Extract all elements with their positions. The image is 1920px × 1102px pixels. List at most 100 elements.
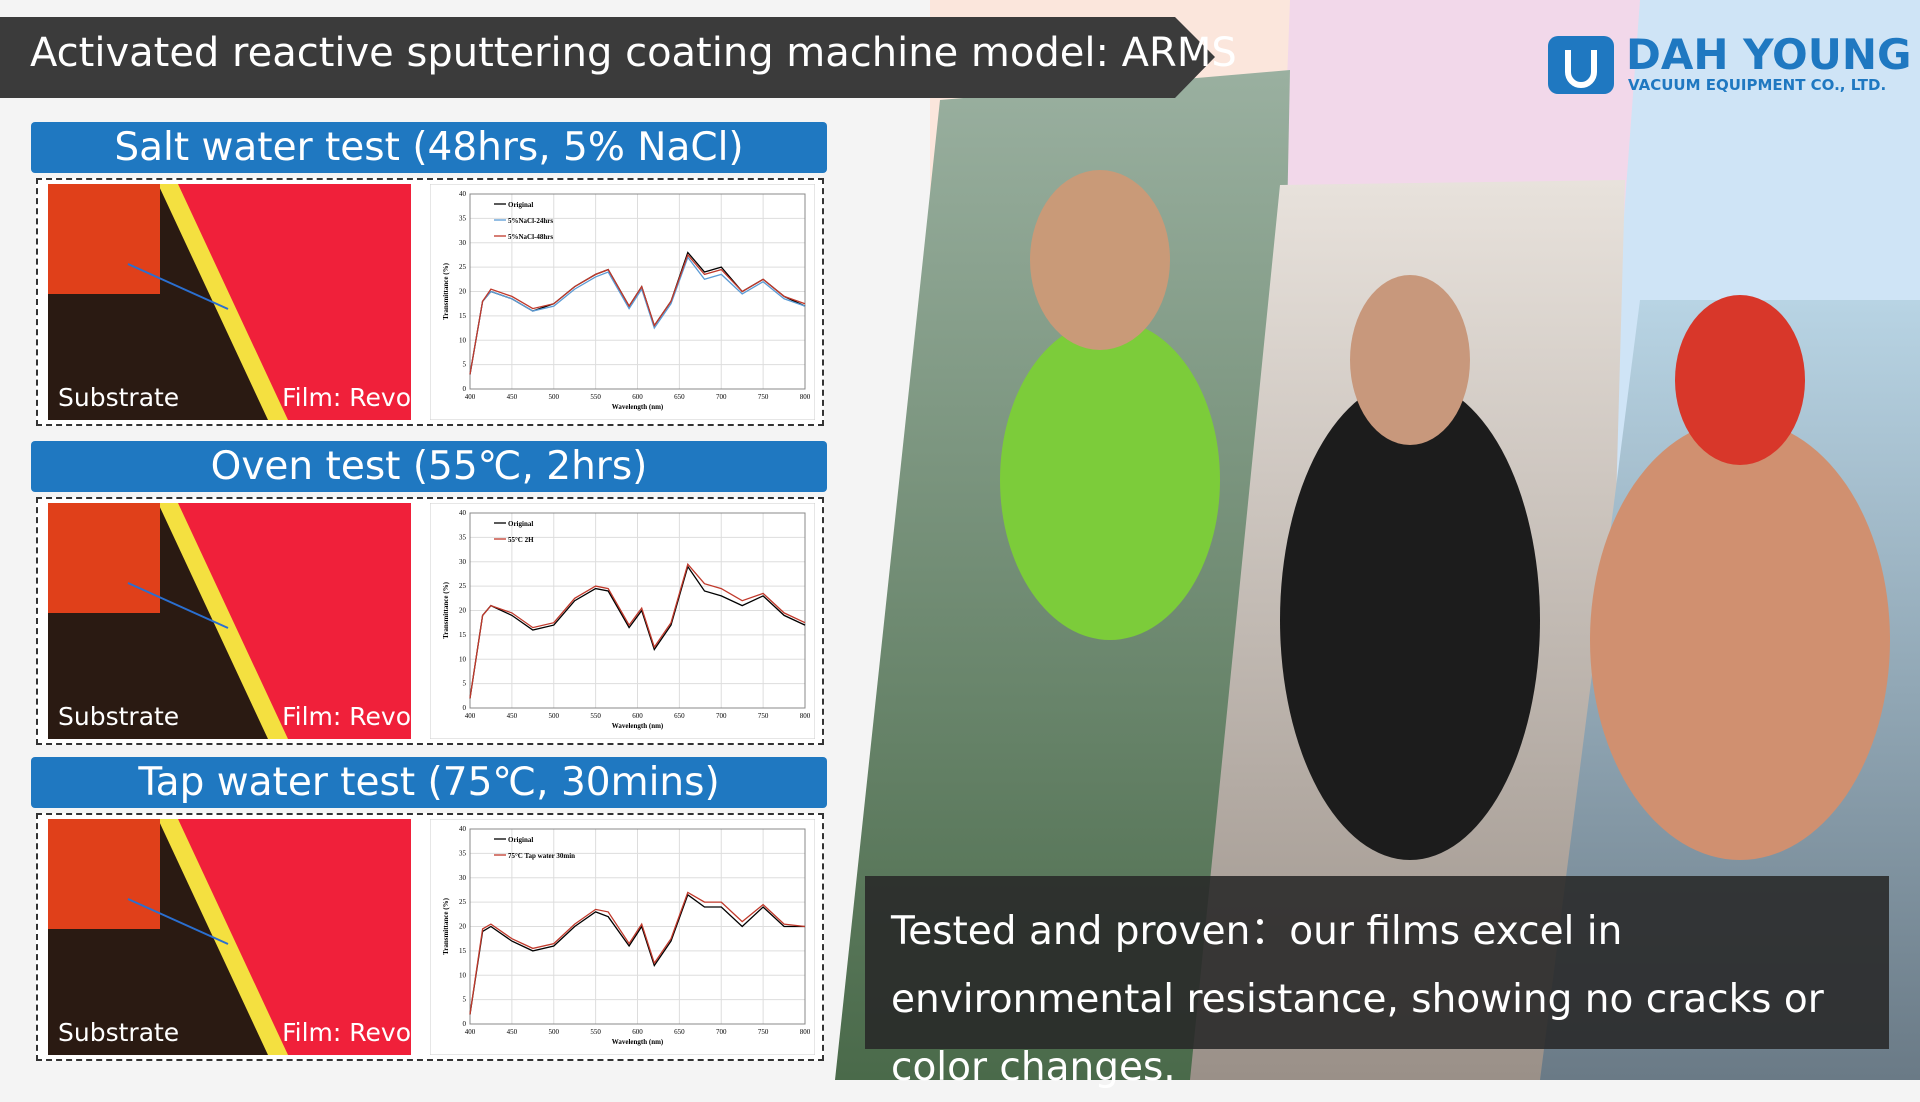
series-line (469, 565, 806, 699)
film-area (168, 503, 411, 739)
chart-frame (430, 503, 815, 739)
film-area (168, 819, 411, 1055)
series-line (469, 562, 806, 699)
panel-title: Oven test (55℃, 2hrs) (31, 441, 827, 492)
y-tick-label: 20 (459, 607, 467, 615)
y-tick-label: 20 (459, 923, 467, 931)
legend-label: 5%NaCl-24hrs (508, 217, 553, 225)
x-tick-label: 450 (507, 1028, 518, 1036)
y-tick-label: 40 (459, 509, 467, 517)
x-tick-label: 600 (632, 1028, 643, 1036)
x-tick-label: 800 (800, 393, 811, 401)
inset (48, 184, 160, 294)
y-tick-label: 5 (463, 361, 467, 369)
y-tick-label: 25 (459, 898, 467, 906)
logo-name: DAH YOUNG (1626, 30, 1912, 79)
y-tick-label: 20 (459, 288, 467, 296)
micrograph-image (48, 503, 411, 739)
y-tick-label: 40 (459, 825, 467, 833)
legend-label: 55°C 2H (508, 536, 534, 544)
y-tick-label: 25 (459, 582, 467, 590)
x-tick-label: 750 (758, 712, 769, 720)
y-tick-label: 35 (459, 533, 467, 541)
y-tick-label: 15 (459, 947, 467, 955)
film-label: Film: Revo (282, 383, 411, 412)
y-tick-label: 15 (459, 312, 467, 320)
y-tick-label: 30 (459, 558, 467, 566)
x-tick-label: 400 (465, 712, 476, 720)
inset (48, 819, 160, 929)
x-tick-label: 700 (716, 1028, 727, 1036)
series-line (469, 253, 806, 375)
y-tick-label: 15 (459, 631, 467, 639)
y-tick-label: 35 (459, 214, 467, 222)
x-tick-label: 500 (549, 712, 560, 720)
series-line (469, 893, 805, 1015)
chart: 0 5 10 15 20 25 30 35 40 400 450 500 550 600 650 700 750… (430, 184, 815, 420)
x-tick-label: 750 (758, 1028, 769, 1036)
legend-label: Original (508, 201, 533, 209)
legend-label: Original (508, 520, 533, 528)
x-axis-label: Wavelength (nm) (612, 403, 664, 411)
x-tick-label: 500 (549, 393, 560, 401)
x-tick-label: 600 (632, 712, 643, 720)
x-tick-label: 400 (465, 1028, 476, 1036)
edge (158, 819, 288, 1055)
x-tick-label: 700 (716, 712, 727, 720)
x-tick-label: 650 (674, 712, 685, 720)
legend-label: Original (508, 836, 533, 844)
micrograph: Substrate Film: Revo (48, 503, 411, 739)
y-tick-label: 0 (463, 704, 467, 712)
y-tick-label: 35 (459, 849, 467, 857)
x-axis-label: Wavelength (nm) (612, 722, 664, 730)
header-title: Activated reactive sputtering coating ma… (30, 30, 1237, 76)
logo-subtitle: VACUUM EQUIPMENT CO., LTD. (1628, 76, 1887, 94)
x-tick-label: 400 (465, 393, 476, 401)
x-tick-label: 750 (758, 393, 769, 401)
x-tick-label: 450 (507, 712, 518, 720)
x-tick-label: 800 (800, 1028, 811, 1036)
x-tick-label: 550 (590, 393, 601, 401)
y-tick-label: 5 (463, 680, 467, 688)
y-axis-label: Transmittance (%) (442, 262, 450, 319)
series-line (469, 891, 806, 1015)
y-axis-label: Transmittance (%) (442, 581, 450, 638)
plot-frame (469, 193, 806, 390)
panel-box: Substrate Film: Revo 0 5 10 15 20 25 30 35 40 400 45… (36, 497, 824, 745)
y-tick-label: 30 (459, 239, 467, 247)
panel-title: Tap water test (75℃, 30mins) (31, 757, 827, 808)
x-tick-label: 650 (674, 1028, 685, 1036)
x-tick-label: 600 (632, 393, 643, 401)
series-line (469, 256, 806, 375)
legend-label: 5%NaCl-48hrs (508, 233, 553, 241)
y-tick-label: 10 (459, 655, 467, 663)
film-area (168, 184, 411, 420)
inset (48, 503, 160, 613)
plot-frame (469, 512, 806, 709)
y-tick-label: 30 (459, 874, 467, 882)
x-tick-label: 800 (800, 712, 811, 720)
arrow (127, 898, 229, 945)
panel-title: Salt water test (48hrs, 5% NaCl) (31, 122, 827, 173)
edge (158, 184, 288, 420)
y-tick-label: 10 (459, 336, 467, 344)
edge (158, 503, 288, 739)
y-tick-label: 10 (459, 971, 467, 979)
micrograph: Substrate Film: Revo (48, 819, 411, 1055)
y-tick-label: 40 (459, 190, 467, 198)
panel-box: Substrate Film: Revo 0 5 10 15 20 25 30 35 40 400 45… (36, 178, 824, 426)
micrograph: Substrate Film: Revo (48, 184, 411, 420)
arrow (127, 582, 229, 629)
x-tick-label: 550 (590, 1028, 601, 1036)
y-tick-label: 0 (463, 1020, 467, 1028)
legend-label: 75°C Tap water 30min (508, 852, 575, 860)
x-axis-label: Wavelength (nm) (612, 1038, 664, 1046)
caption: Tested and proven：our films excel in env… (865, 876, 1889, 1090)
substrate-label: Substrate (58, 1018, 180, 1047)
y-tick-label: 5 (463, 996, 467, 1004)
arrow (127, 263, 229, 310)
substrate-label: Substrate (58, 702, 180, 731)
micrograph-image (48, 184, 411, 420)
chart-frame (430, 184, 815, 420)
